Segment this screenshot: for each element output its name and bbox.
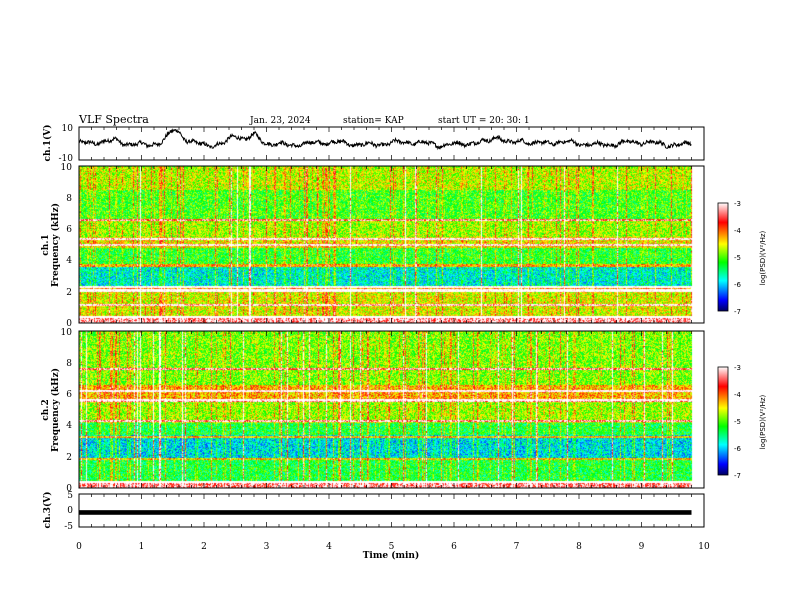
ch2-ytick-6: 6 <box>66 390 72 400</box>
x-tick-label: 9 <box>639 542 645 552</box>
x-axis-label: Time (min) <box>363 550 420 561</box>
ch2-ytick-0: 0 <box>66 484 72 494</box>
ch1-colorbar-tick-m5: -5 <box>734 254 741 262</box>
ch1-ytick-bottom: -10 <box>59 154 74 164</box>
start-time-label: start UT = 20: 30: 1 <box>438 116 530 126</box>
ch1-colorbar-tick-m7: -7 <box>734 308 741 316</box>
ch2-spectrogram-ticks <box>78 331 705 488</box>
ch2-spectrogram-image <box>79 331 704 488</box>
x-tick-label: 4 <box>326 542 332 552</box>
ch3-ytick-bottom: -5 <box>64 522 73 532</box>
ch1-colorbar-tick-m3: -3 <box>734 200 741 208</box>
ch1-colorbar-frame <box>717 202 729 312</box>
ch1-ytick-2: 2 <box>66 288 72 298</box>
ch3-ylabel: ch.3(V) <box>42 492 53 529</box>
ch2-ytick-8: 8 <box>66 359 72 369</box>
ch1-ytick-6: 6 <box>66 225 72 235</box>
ch1-colorbar-label: log(PSD)(V²/Hz) <box>759 230 767 285</box>
ch2-colorbar-tick-m6: -6 <box>734 445 742 453</box>
station-label: station= KAP <box>343 116 404 126</box>
figure-title: VLF Spectra <box>78 113 149 126</box>
x-tick-label: 3 <box>264 542 270 552</box>
ch2-colorbar-tick-m7: -7 <box>734 472 741 480</box>
ch2-colorbar-tick-m3: -3 <box>734 364 741 372</box>
ch1-spectrogram-panel: 0 2 4 6 8 10 ch.1 Frequency (kHz) <box>41 163 705 329</box>
ch3-ytick-mid: 0 <box>67 506 73 516</box>
x-tick-label: 7 <box>514 542 520 552</box>
ch1-waveform-line <box>78 128 692 151</box>
ch2-colorbar-gradient <box>718 367 728 475</box>
x-tick-label: 2 <box>201 542 207 552</box>
ch2-spectrogram-ylabel-channel: ch.2 <box>41 399 51 420</box>
ch1-spectrogram-image <box>79 166 704 323</box>
ch2-ytick-10: 10 <box>61 328 73 338</box>
ch1-ytick-10: 10 <box>61 163 73 173</box>
ch1-waveform-ticks <box>78 127 705 160</box>
ch1-colorbar-tick-m6: -6 <box>734 281 742 289</box>
ch2-ytick-4: 4 <box>66 421 72 431</box>
ch2-colorbar-tick-m5: -5 <box>734 418 741 426</box>
ch1-ytick-top: 10 <box>62 124 74 134</box>
ch1-ytick-4: 4 <box>66 256 72 266</box>
ch2-ytick-2: 2 <box>66 453 72 463</box>
date-label: Jan. 23, 2024 <box>249 116 311 126</box>
ch2-colorbar-tick-m4: -4 <box>734 391 742 399</box>
x-tick-label: 10 <box>698 542 710 552</box>
ch2-colorbar-frame <box>717 366 729 476</box>
ch1-ylabel: ch.1(V) <box>42 125 53 162</box>
x-tick-label: 1 <box>139 542 145 552</box>
ch3-waveform-band <box>79 510 692 515</box>
ch2-spectrogram-ylabel-frequency: Frequency (kHz) <box>50 368 61 452</box>
x-tick-label: 0 <box>76 542 82 552</box>
ch3-ytick-top: 5 <box>67 491 73 501</box>
ch1-waveform-panel: 10 -10 ch.1(V) <box>42 124 705 164</box>
x-tick-label: 8 <box>576 542 582 552</box>
ch3-waveform-ticks <box>78 494 705 527</box>
ch1-colorbar: -3 -4 -5 -6 -7 log(PSD)(V²/Hz) <box>717 200 767 316</box>
ch1-colorbar-gradient <box>718 203 728 311</box>
ch2-colorbar-label: log(PSD)(V²/Hz) <box>759 394 767 449</box>
ch1-spectrogram-ticks <box>78 166 705 323</box>
ch1-spectrogram-ylabel-channel: ch.1 <box>41 234 51 255</box>
ch1-spectrogram-ylabel-frequency: Frequency (kHz) <box>50 203 61 287</box>
ch2-spectrogram-panel: 0 2 4 6 8 10 ch.2 Frequency (kHz) <box>41 328 705 494</box>
ch1-colorbar-tick-m4: -4 <box>734 227 742 235</box>
ch1-ytick-0: 0 <box>66 319 72 329</box>
ch2-colorbar: -3 -4 -5 -6 -7 log(PSD)(V²/Hz) <box>717 364 767 480</box>
x-axis-tick-labels: 0 1 2 3 4 5 6 7 8 9 10 <box>76 542 710 552</box>
x-tick-label: 6 <box>451 542 457 552</box>
x-tick-label: 5 <box>389 542 395 552</box>
ch3-waveform-panel: 5 0 -5 ch.3(V) <box>42 491 705 532</box>
ch1-ytick-8: 8 <box>66 194 72 204</box>
